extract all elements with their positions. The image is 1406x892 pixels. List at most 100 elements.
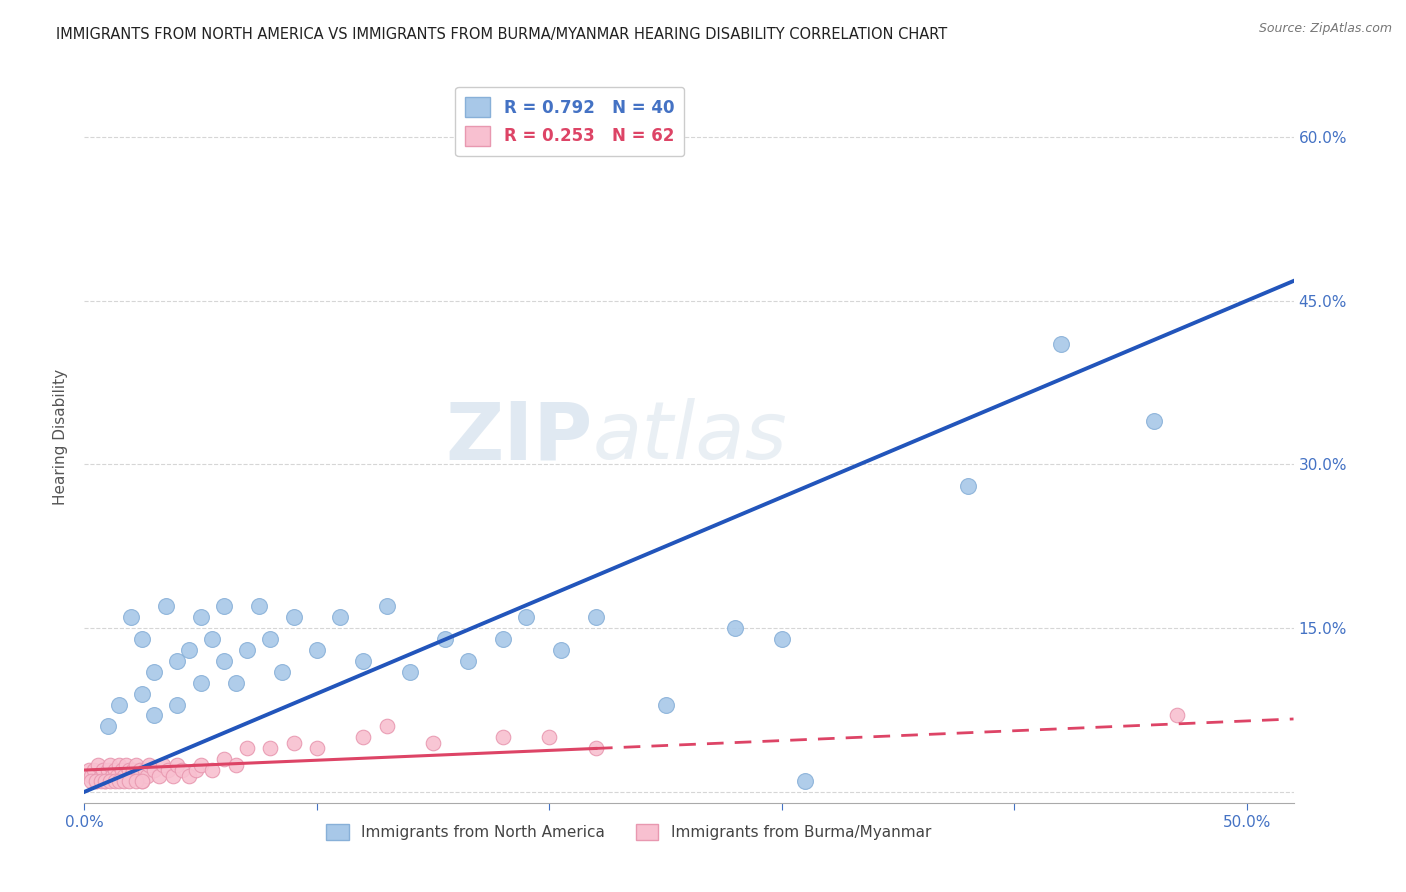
Point — [117, 774, 139, 789]
Point — [108, 757, 131, 772]
Point — [110, 763, 132, 777]
Point — [247, 599, 270, 614]
Point — [585, 741, 607, 756]
Point — [236, 741, 259, 756]
Point — [271, 665, 294, 679]
Point — [190, 675, 212, 690]
Point — [97, 719, 120, 733]
Point — [375, 599, 398, 614]
Point — [131, 774, 153, 789]
Point — [305, 741, 328, 756]
Point — [1143, 414, 1166, 428]
Point — [134, 763, 156, 777]
Point — [190, 610, 212, 624]
Point — [94, 774, 117, 789]
Point — [124, 757, 146, 772]
Point — [112, 768, 135, 782]
Point — [80, 774, 103, 789]
Point — [152, 757, 174, 772]
Point — [117, 763, 139, 777]
Point — [138, 757, 160, 772]
Point — [585, 610, 607, 624]
Point — [157, 763, 180, 777]
Point — [538, 731, 561, 745]
Point — [87, 757, 110, 772]
Point — [225, 675, 247, 690]
Point — [166, 698, 188, 712]
Point — [105, 768, 128, 782]
Point — [433, 632, 456, 646]
Point — [90, 768, 112, 782]
Text: IMMIGRANTS FROM NORTH AMERICA VS IMMIGRANTS FROM BURMA/MYANMAR HEARING DISABILIT: IMMIGRANTS FROM NORTH AMERICA VS IMMIGRA… — [56, 27, 948, 42]
Point — [177, 768, 200, 782]
Point — [352, 731, 374, 745]
Point — [212, 599, 235, 614]
Point — [399, 665, 422, 679]
Point — [91, 763, 114, 777]
Point — [143, 665, 166, 679]
Point — [236, 643, 259, 657]
Point — [190, 757, 212, 772]
Point — [956, 479, 979, 493]
Point — [259, 741, 281, 756]
Point — [101, 768, 124, 782]
Point — [104, 774, 127, 789]
Text: atlas: atlas — [592, 398, 787, 476]
Y-axis label: Hearing Disability: Hearing Disability — [53, 369, 69, 505]
Point — [162, 768, 184, 782]
Point — [724, 621, 747, 635]
Point — [84, 774, 107, 789]
Point — [104, 763, 127, 777]
Point — [136, 768, 159, 782]
Point — [120, 610, 142, 624]
Point — [127, 768, 149, 782]
Legend: Immigrants from North America, Immigrants from Burma/Myanmar: Immigrants from North America, Immigrant… — [319, 818, 938, 847]
Point — [794, 774, 817, 789]
Point — [283, 736, 305, 750]
Point — [166, 654, 188, 668]
Point — [177, 643, 200, 657]
Point — [143, 708, 166, 723]
Point — [115, 757, 138, 772]
Point — [80, 768, 103, 782]
Point — [259, 632, 281, 646]
Point — [201, 632, 224, 646]
Point — [94, 774, 117, 789]
Point — [170, 763, 193, 777]
Point — [225, 757, 247, 772]
Point — [654, 698, 676, 712]
Point — [97, 763, 120, 777]
Point — [184, 763, 207, 777]
Point — [329, 610, 352, 624]
Point — [166, 757, 188, 772]
Point — [283, 610, 305, 624]
Point — [201, 763, 224, 777]
Point — [124, 774, 146, 789]
Point — [148, 768, 170, 782]
Point — [83, 763, 105, 777]
Text: ZIP: ZIP — [444, 398, 592, 476]
Point — [1166, 708, 1188, 723]
Point — [352, 654, 374, 668]
Point — [422, 736, 444, 750]
Point — [122, 763, 145, 777]
Point — [108, 698, 131, 712]
Point — [305, 643, 328, 657]
Point — [131, 687, 153, 701]
Point — [375, 719, 398, 733]
Point — [155, 599, 177, 614]
Point — [143, 763, 166, 777]
Point — [1050, 337, 1073, 351]
Point — [492, 731, 515, 745]
Point — [108, 774, 131, 789]
Point — [90, 774, 112, 789]
Point — [98, 774, 121, 789]
Point — [457, 654, 479, 668]
Point — [492, 632, 515, 646]
Point — [112, 774, 135, 789]
Point — [131, 632, 153, 646]
Point — [212, 752, 235, 766]
Point — [129, 763, 152, 777]
Point — [550, 643, 572, 657]
Point — [120, 768, 142, 782]
